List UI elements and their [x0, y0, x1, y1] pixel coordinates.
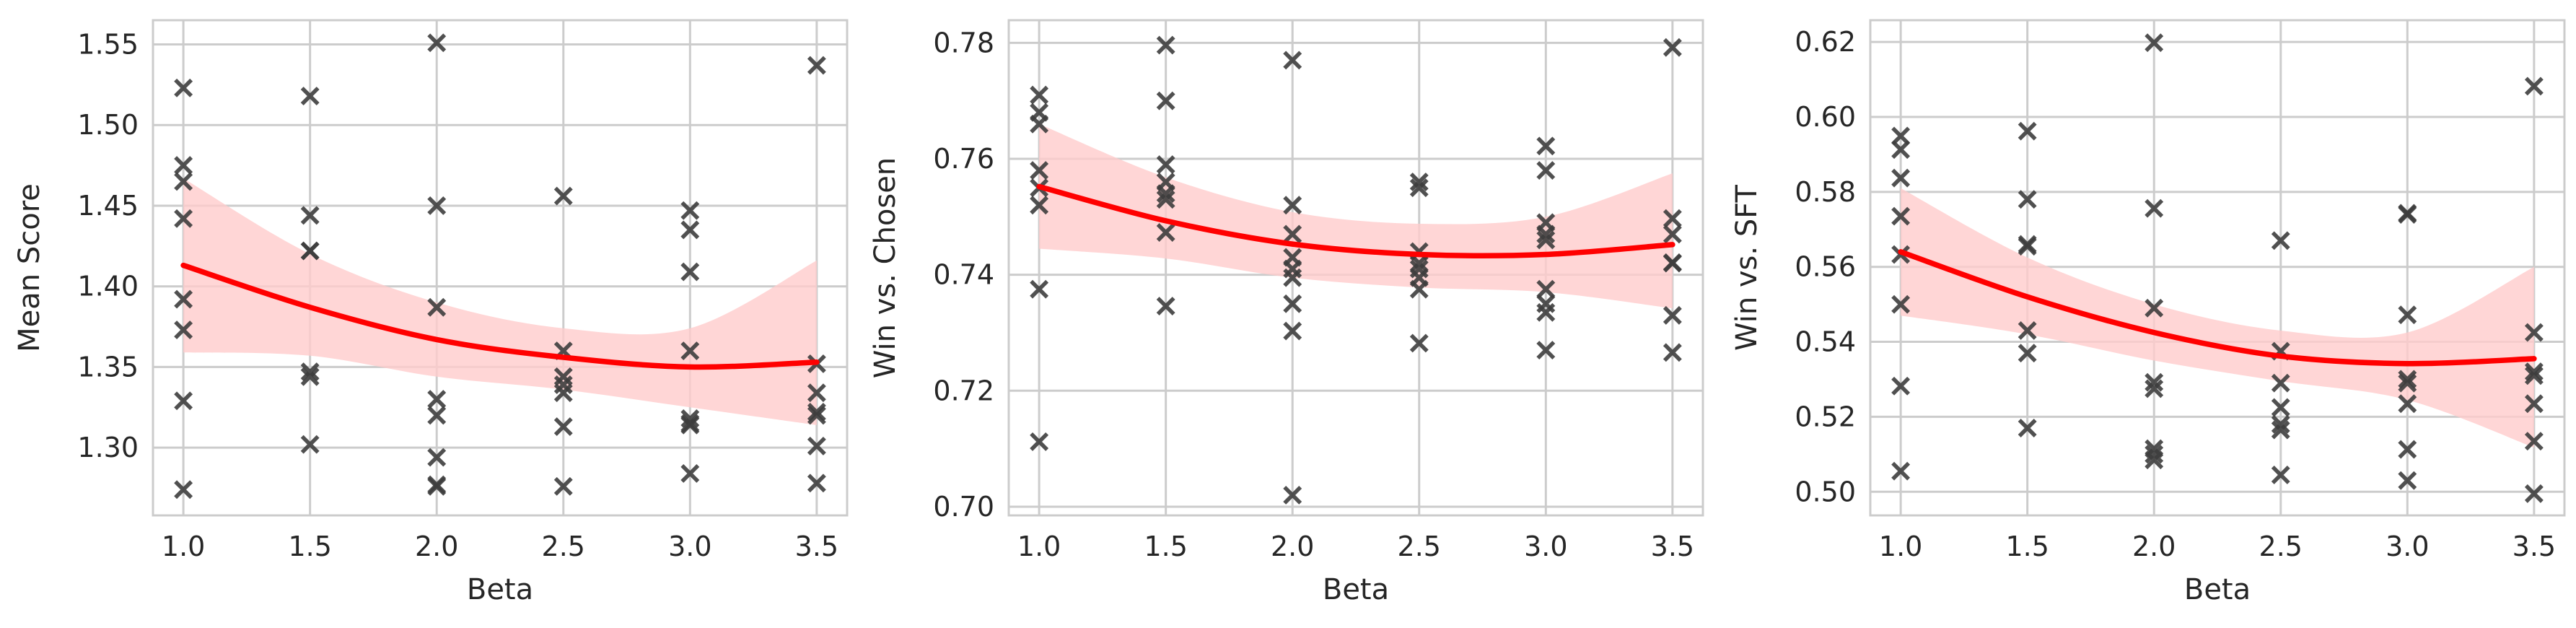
y-tick-label: 0.74: [933, 259, 994, 291]
x-tick-label: 2.5: [1398, 531, 1441, 562]
y-tick-label: 0.70: [933, 491, 994, 523]
y-tick-label: 1.55: [77, 29, 139, 61]
y-tick-label: 0.78: [933, 27, 994, 58]
chart-panel-2: 1.0 1.5 2.0 2.5 3.0 3.5 0.70 0.72 0.74 0.76 0.78 Be…: [869, 20, 1703, 606]
y-axis-label: Win vs. Chosen: [869, 157, 902, 378]
y-tick-label: 0.76: [933, 143, 994, 175]
y-tick-label: 0.58: [1795, 176, 1856, 208]
x-axis-label: Beta: [467, 573, 533, 606]
y-tick-label: 0.60: [1795, 101, 1856, 133]
x-tick-label: 1.0: [162, 531, 205, 562]
x-axis-label: Beta: [2184, 573, 2251, 606]
x-tick-label: 2.0: [1271, 531, 1314, 562]
y-tick-label: 0.50: [1795, 476, 1856, 507]
y-tick-label: 0.56: [1795, 251, 1856, 283]
x-tick-label: 2.0: [2132, 531, 2176, 562]
y-tick-label: 0.72: [933, 375, 994, 406]
x-tick-label: 3.0: [668, 531, 711, 562]
y-tick-label: 0.52: [1795, 401, 1856, 432]
y-tick-label: 1.50: [77, 109, 139, 141]
y-tick-label: 0.54: [1795, 326, 1856, 358]
y-tick-label: 1.45: [77, 190, 139, 222]
x-tick-label: 2.5: [542, 531, 585, 562]
y-tick-label: 0.62: [1795, 26, 1856, 58]
y-tick-label: 1.30: [77, 432, 139, 463]
x-tick-label: 3.5: [1651, 531, 1694, 562]
x-tick-label: 3.0: [2386, 531, 2429, 562]
x-tick-label: 2.5: [2259, 531, 2303, 562]
x-tick-label: 1.0: [1017, 531, 1061, 562]
y-axis-label: Win vs. SFT: [1730, 184, 1764, 350]
y-tick-label: 1.40: [77, 271, 139, 302]
chart-panel-1: 1.0 1.5 2.0 2.5 3.0 3.5 1.30 1.35 1.40 1.45 1.50 1.…: [13, 20, 847, 606]
x-tick-label: 1.5: [1144, 531, 1187, 562]
y-axis-label: Mean Score: [13, 183, 46, 352]
x-tick-label: 1.5: [2005, 531, 2049, 562]
x-axis-label: Beta: [1323, 573, 1389, 606]
x-tick-label: 3.5: [795, 531, 838, 562]
x-tick-label: 3.0: [1524, 531, 1567, 562]
x-tick-label: 1.5: [288, 531, 331, 562]
x-tick-label: 3.5: [2513, 531, 2556, 562]
chart-panel-3: 1.0 1.5 2.0 2.5 3.0 3.5 0.50 0.52 0.54 0.56 0.58 0.…: [1730, 20, 2564, 606]
x-tick-label: 2.0: [415, 531, 458, 562]
x-tick-label: 1.0: [1879, 531, 1922, 562]
y-tick-label: 1.35: [77, 351, 139, 383]
